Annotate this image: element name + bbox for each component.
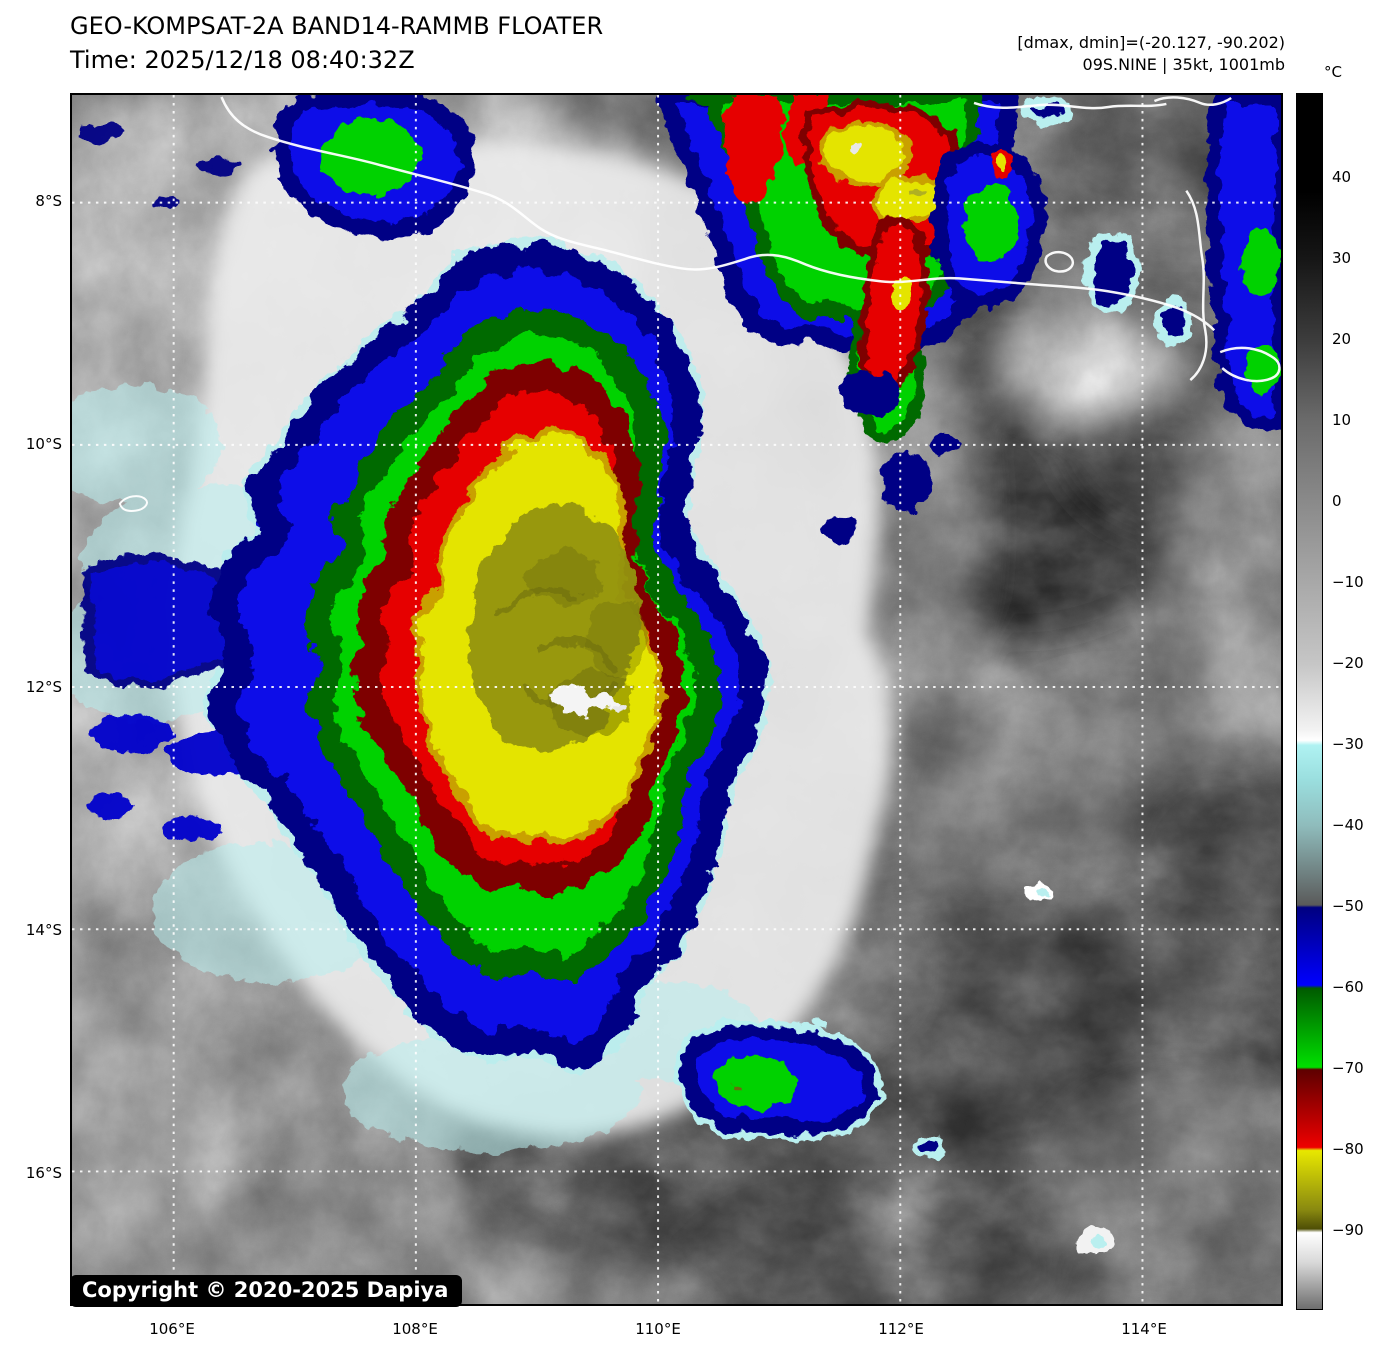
lon-axis-label: 110°E bbox=[635, 1320, 681, 1338]
cyclone-09s-nine bbox=[206, 241, 768, 1070]
lon-axis-label: 108°E bbox=[392, 1320, 438, 1338]
java-convection-cells bbox=[273, 95, 1281, 544]
bali-coastline bbox=[1219, 346, 1281, 383]
timestamp-label: Time: 2025/12/18 08:40:32Z bbox=[70, 46, 415, 74]
colorbar-tick: −80 bbox=[1332, 1140, 1364, 1158]
storm-status-label: 09S.NINE | 35kt, 1001mb bbox=[1082, 55, 1285, 74]
colorbar-tick: −20 bbox=[1332, 654, 1364, 672]
east-java-coastline bbox=[1185, 189, 1208, 382]
lat-axis-label: 12°S bbox=[25, 678, 62, 696]
colorbar-tick: −90 bbox=[1332, 1221, 1364, 1239]
page-title: GEO-KOMPSAT-2A BAND14-RAMMB FLOATER bbox=[70, 12, 604, 40]
colorbar-tick: 20 bbox=[1332, 330, 1352, 348]
satellite-map bbox=[70, 93, 1283, 1306]
java-north-coastline bbox=[973, 101, 1167, 110]
colorbar-tick: −50 bbox=[1332, 897, 1364, 915]
satellite-imagery bbox=[72, 95, 1281, 1304]
lon-axis-label: 114°E bbox=[1121, 1320, 1167, 1338]
colorbar-unit-label: °C bbox=[1324, 63, 1342, 81]
colorbar-tick: −60 bbox=[1332, 978, 1364, 996]
coastlines bbox=[118, 96, 1281, 512]
lat-axis-label: 10°S bbox=[25, 435, 62, 453]
madura-coastline bbox=[1153, 96, 1232, 106]
java-south-coastline bbox=[220, 96, 1216, 332]
colorbar-tick: −40 bbox=[1332, 816, 1364, 834]
colorbar-tick: −30 bbox=[1332, 735, 1364, 753]
copyright-badge: Copyright © 2020-2025 Dapiya bbox=[70, 1275, 463, 1307]
lat-axis-label: 14°S bbox=[25, 921, 62, 939]
colorbar-tick: 40 bbox=[1332, 168, 1352, 186]
colorbar-tick: 0 bbox=[1332, 492, 1342, 510]
dmax-dmin-label: [dmax, dmin]=(-20.127, -90.202) bbox=[1017, 33, 1285, 52]
lon-axis-label: 106°E bbox=[149, 1320, 195, 1338]
lat-axis-label: 8°S bbox=[35, 192, 62, 210]
colorbar-tick: 30 bbox=[1332, 249, 1352, 267]
lat-axis-label: 16°S bbox=[25, 1164, 62, 1182]
christmas-island-coastline bbox=[118, 495, 148, 512]
secondary-convective-system bbox=[675, 882, 1114, 1255]
colorbar-tick: −10 bbox=[1332, 573, 1364, 591]
graticule bbox=[72, 95, 1281, 1304]
colorbar-tick: 10 bbox=[1332, 411, 1352, 429]
lon-axis-label: 112°E bbox=[878, 1320, 924, 1338]
cyclone-overshooting-top bbox=[552, 683, 621, 717]
colorbar-tick: −70 bbox=[1332, 1059, 1364, 1077]
inland-lake-outline bbox=[1044, 250, 1074, 273]
colorbar bbox=[1296, 93, 1323, 1310]
